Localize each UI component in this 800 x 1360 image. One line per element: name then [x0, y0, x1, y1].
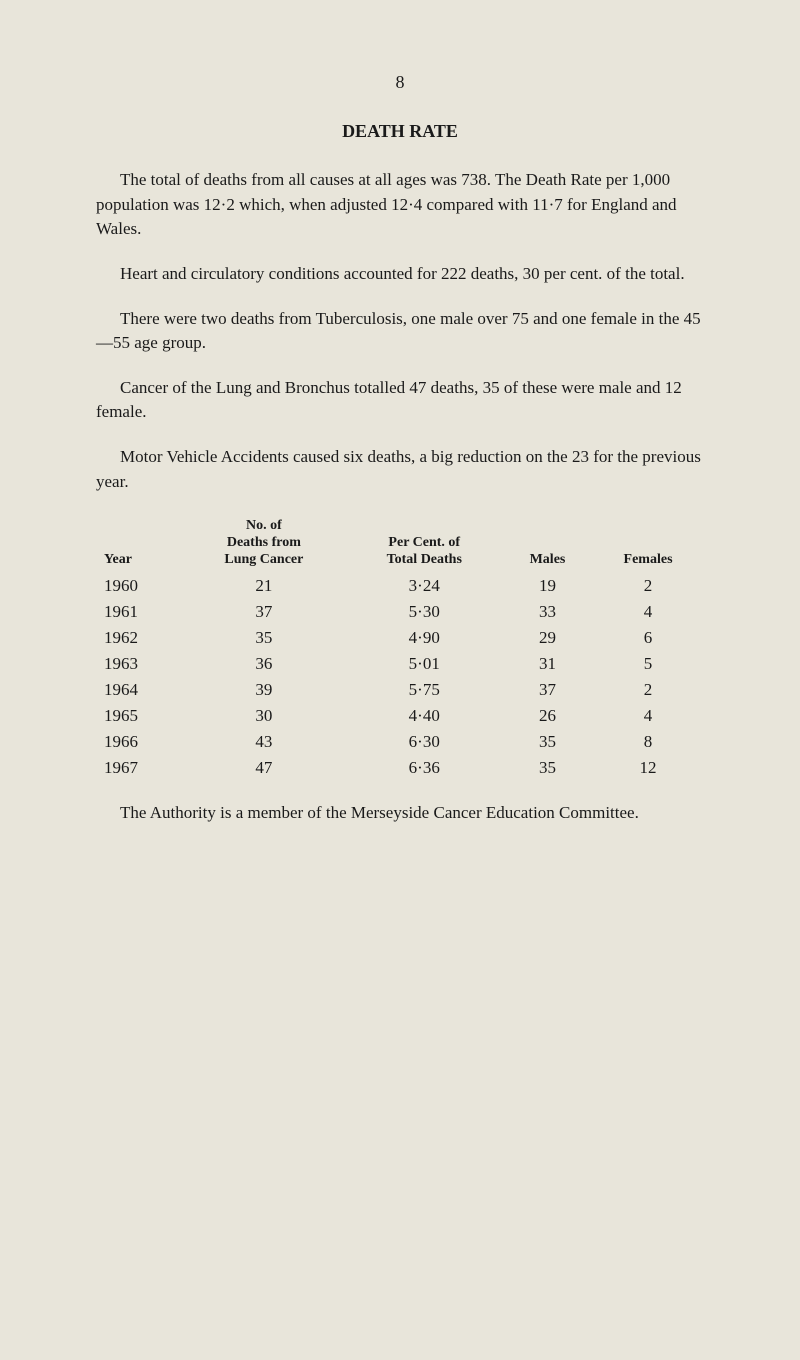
- header-text: Females: [624, 552, 673, 567]
- cell: 12: [592, 755, 704, 781]
- cell: 37: [503, 677, 592, 703]
- paragraph-2: Heart and circulatory conditions account…: [96, 262, 704, 287]
- header-line: Deaths from: [227, 535, 301, 550]
- cell: 30: [182, 703, 346, 729]
- death-rate-table: Year No. of Deaths from Lung Cancer Per …: [96, 514, 704, 780]
- cell: 26: [503, 703, 592, 729]
- table-body: 1960 21 3·24 19 2 1961 37 5·30 33 4 1962…: [96, 573, 704, 781]
- cell: 19: [503, 573, 592, 599]
- header-line: Lung Cancer: [224, 552, 303, 567]
- cell: 6·30: [346, 729, 503, 755]
- header-line: Per Cent. of: [388, 535, 460, 550]
- table-header-row: Year No. of Deaths from Lung Cancer Per …: [96, 514, 704, 572]
- cell: 1965: [96, 703, 182, 729]
- cell: 4·40: [346, 703, 503, 729]
- cell: 31: [503, 651, 592, 677]
- cell: 4·90: [346, 625, 503, 651]
- table-row: 1967 47 6·36 35 12: [96, 755, 704, 781]
- cell: 39: [182, 677, 346, 703]
- cell: 1962: [96, 625, 182, 651]
- cell: 21: [182, 573, 346, 599]
- header-line: No. of: [246, 518, 282, 533]
- cell: 1967: [96, 755, 182, 781]
- cell: 6·36: [346, 755, 503, 781]
- cell: 35: [503, 755, 592, 781]
- cell: 4: [592, 703, 704, 729]
- paragraph-3: There were two deaths from Tuberculosis,…: [96, 307, 704, 356]
- table-row: 1964 39 5·75 37 2: [96, 677, 704, 703]
- cell: 8: [592, 729, 704, 755]
- col-header-deaths: No. of Deaths from Lung Cancer: [182, 514, 346, 572]
- cell: 5·01: [346, 651, 503, 677]
- col-header-males: Males: [503, 514, 592, 572]
- cell: 43: [182, 729, 346, 755]
- cell: 2: [592, 677, 704, 703]
- paragraph-1: The total of deaths from all causes at a…: [96, 168, 704, 242]
- cell: 47: [182, 755, 346, 781]
- cell: 1963: [96, 651, 182, 677]
- cell: 6: [592, 625, 704, 651]
- cell: 36: [182, 651, 346, 677]
- header-text: Males: [530, 552, 566, 567]
- header-line: Total Deaths: [387, 552, 462, 567]
- table-row: 1965 30 4·40 26 4: [96, 703, 704, 729]
- col-header-females: Females: [592, 514, 704, 572]
- cell: 5·30: [346, 599, 503, 625]
- cell: 37: [182, 599, 346, 625]
- header-text: Year: [104, 552, 132, 567]
- footer-paragraph: The Authority is a member of the Merseys…: [96, 801, 704, 826]
- cell: 29: [503, 625, 592, 651]
- page-container: 8 DEATH RATE The total of deaths from al…: [0, 0, 800, 902]
- paragraph-4: Cancer of the Lung and Bronchus totalled…: [96, 376, 704, 425]
- data-table-container: Year No. of Deaths from Lung Cancer Per …: [96, 514, 704, 780]
- cell: 1960: [96, 573, 182, 599]
- cell: 35: [503, 729, 592, 755]
- cell: 1964: [96, 677, 182, 703]
- page-title: DEATH RATE: [96, 121, 704, 142]
- page-number: 8: [96, 72, 704, 93]
- cell: 5·75: [346, 677, 503, 703]
- cell: 33: [503, 599, 592, 625]
- table-row: 1961 37 5·30 33 4: [96, 599, 704, 625]
- cell: 35: [182, 625, 346, 651]
- table-row: 1966 43 6·30 35 8: [96, 729, 704, 755]
- table-row: 1960 21 3·24 19 2: [96, 573, 704, 599]
- cell: 2: [592, 573, 704, 599]
- cell: 3·24: [346, 573, 503, 599]
- table-row: 1962 35 4·90 29 6: [96, 625, 704, 651]
- cell: 1961: [96, 599, 182, 625]
- paragraph-5: Motor Vehicle Accidents caused six death…: [96, 445, 704, 494]
- cell: 5: [592, 651, 704, 677]
- col-header-year: Year: [96, 514, 182, 572]
- col-header-percent: Per Cent. of Total Deaths: [346, 514, 503, 572]
- cell: 1966: [96, 729, 182, 755]
- cell: 4: [592, 599, 704, 625]
- table-row: 1963 36 5·01 31 5: [96, 651, 704, 677]
